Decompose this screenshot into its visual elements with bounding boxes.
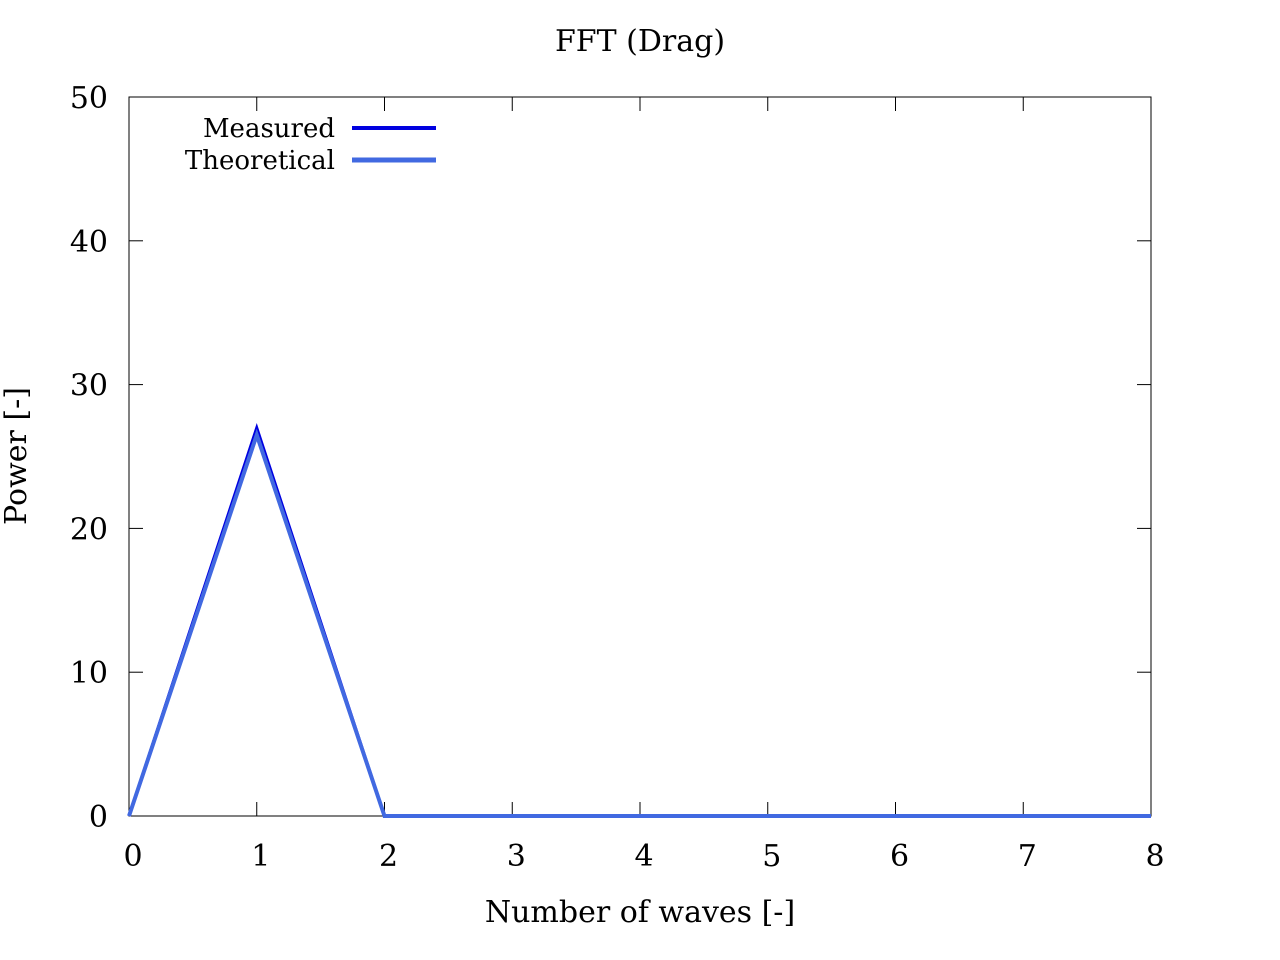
series-line-theoretical <box>127 428 1151 818</box>
x-axis-label: Number of waves [-] <box>485 895 795 930</box>
x-tick-label-7: 7 <box>1018 839 1037 874</box>
y-tick-label-5: 50 <box>70 81 108 116</box>
legend-label-theoretical: Theoretical <box>185 146 335 176</box>
plot-frame <box>128 96 1152 817</box>
x-tick-label-1: 1 <box>251 839 270 874</box>
series-lines <box>127 422 1151 818</box>
x-tick-label-0: 0 <box>123 839 142 874</box>
x-tick-label-6: 6 <box>890 839 909 874</box>
y-tick-label-0: 0 <box>89 800 108 835</box>
series-line-measured <box>127 422 1151 818</box>
x-tick-label-5: 5 <box>762 839 781 874</box>
y-axis-label: Power [-] <box>0 387 34 525</box>
y-tick-label-3: 30 <box>70 369 108 404</box>
x-tick-label-8: 8 <box>1145 839 1164 874</box>
x-tick-label-3: 3 <box>507 839 526 874</box>
x-tick-label-4: 4 <box>634 839 653 874</box>
y-tick-label-2: 20 <box>70 512 108 547</box>
legend-label-measured: Measured <box>203 114 335 144</box>
y-axis: 0 10 20 30 40 50 <box>70 81 1151 835</box>
x-axis: 0 1 2 3 4 5 6 7 8 <box>123 97 1165 874</box>
chart-title: FFT (Drag) <box>555 24 725 59</box>
y-tick-label-4: 40 <box>70 225 108 260</box>
y-tick-label-1: 10 <box>70 656 108 691</box>
x-tick-label-2: 2 <box>379 839 398 874</box>
